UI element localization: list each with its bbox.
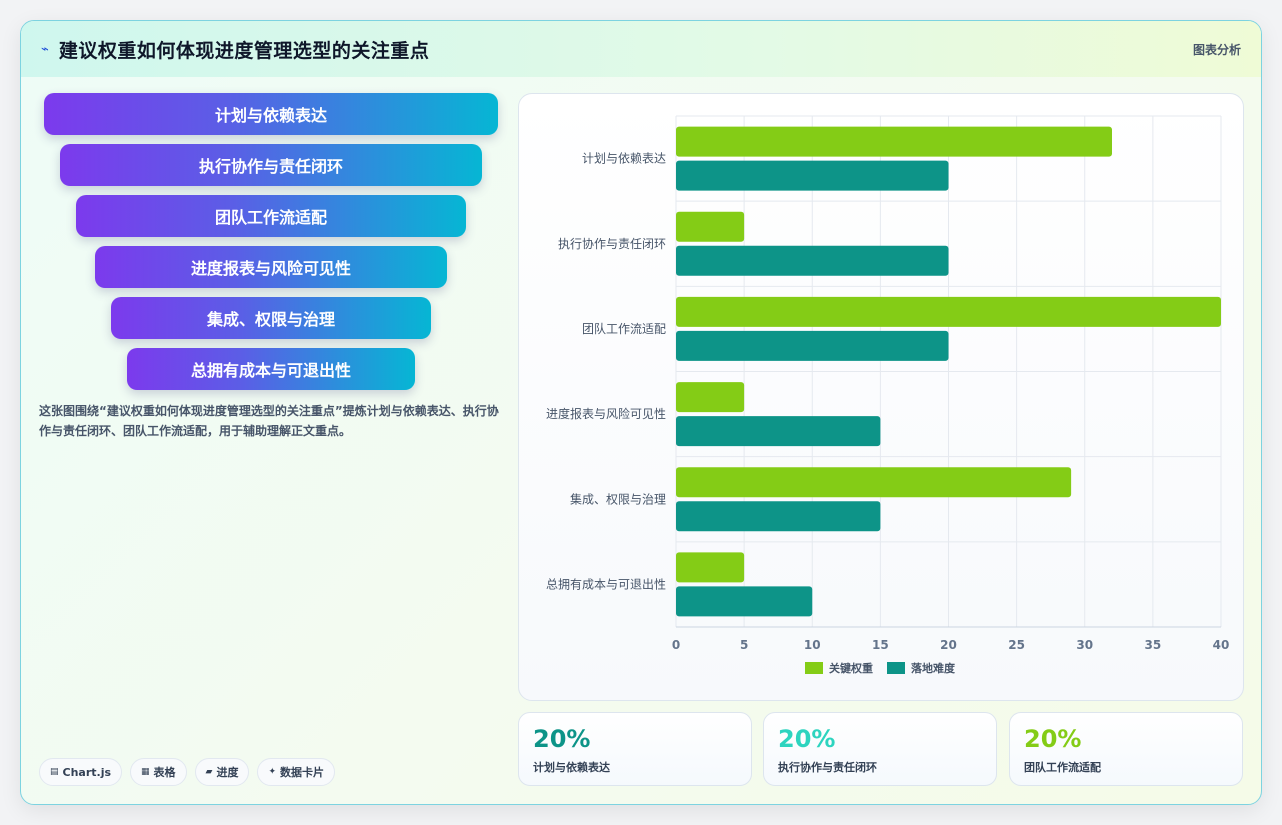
chart-panel: 计划与依赖表达执行协作与责任闭环团队工作流适配进度报表与风险可见性集成、权限与治…: [518, 93, 1244, 701]
x-tick-label: 5: [740, 638, 748, 652]
y-tick-label: 集成、权限与治理: [570, 491, 666, 506]
stat-card: 20% 团队工作流适配: [1009, 712, 1243, 786]
page-title: 建议权重如何体现进度管理选型的关注重点: [58, 39, 430, 62]
legend-label: 关键权重: [829, 661, 873, 675]
chart-analysis-tag: 图表分析: [1192, 42, 1241, 57]
funnel-item: 团队工作流适配: [76, 195, 466, 237]
x-tick-label: 40: [1213, 638, 1230, 652]
bar-key-weight: [676, 126, 1112, 157]
chart-icon: ▤: [50, 767, 59, 777]
card-icon: ✦: [268, 767, 277, 777]
bar-key-weight: [676, 211, 745, 242]
bar-difficulty: [676, 416, 881, 447]
stat-value: 20%: [533, 725, 591, 753]
funnel-item: 进度报表与风险可见性: [95, 246, 447, 288]
chip-chartjs[interactable]: ▤ Chart.js: [39, 758, 123, 786]
bar-key-weight: [676, 296, 1221, 327]
bar-difficulty: [676, 501, 881, 532]
chip-data-card[interactable]: ✦ 数据卡片: [257, 758, 336, 786]
header: ⌁ 建议权重如何体现进度管理选型的关注重点 图表分析: [21, 21, 1261, 77]
x-tick-label: 25: [1008, 638, 1025, 652]
y-tick-label: 执行协作与责任闭环: [558, 236, 666, 251]
feature-chips: ▤ Chart.js ▦ 表格 ▰ 进度 ✦ 数据卡片: [39, 758, 336, 786]
funnel-item: 计划与依赖表达: [44, 93, 498, 135]
bar-difficulty: [676, 245, 949, 276]
x-tick-label: 35: [1145, 638, 1162, 652]
y-tick-label: 总拥有成本与可退出性: [546, 577, 666, 591]
stat-label: 计划与依赖表达: [533, 761, 610, 774]
sparkle-icon: ⌁: [41, 41, 49, 57]
bar-difficulty: [676, 330, 949, 361]
bar-difficulty: [676, 586, 813, 617]
bar-key-weight: [676, 552, 745, 583]
bar-difficulty: [676, 160, 949, 191]
legend-swatch: [887, 662, 905, 674]
stat-card: 20% 计划与依赖表达: [518, 712, 752, 786]
x-tick-label: 30: [1076, 638, 1093, 652]
description: 这张图围绕“建议权重如何体现进度管理选型的关注重点”提炼计划与依赖表达、执行协作…: [39, 404, 499, 438]
stat-card: 20% 执行协作与责任闭环: [763, 712, 997, 786]
funnel-item: 集成、权限与治理: [111, 297, 431, 339]
bar-chart: 计划与依赖表达执行协作与责任闭环团队工作流适配进度报表与风险可见性集成、权限与治…: [546, 115, 1230, 675]
stat-label: 团队工作流适配: [1024, 761, 1101, 774]
funnel-item: 执行协作与责任闭环: [60, 144, 482, 186]
x-tick-label: 20: [940, 638, 957, 652]
bar-key-weight: [676, 467, 1072, 498]
x-tick-label: 0: [672, 638, 680, 652]
chip-progress[interactable]: ▰ 进度: [194, 758, 250, 786]
x-tick-label: 10: [804, 638, 821, 652]
y-tick-label: 进度报表与风险可见性: [546, 406, 666, 421]
x-tick-label: 15: [872, 638, 889, 652]
y-tick-label: 计划与依赖表达: [582, 151, 666, 166]
stat-value: 20%: [1024, 725, 1082, 753]
main-card: ⌁ 建议权重如何体现进度管理选型的关注重点 图表分析 计划与依赖表达 执行协作与…: [20, 20, 1262, 805]
stat-label: 执行协作与责任闭环: [778, 761, 877, 774]
bar-key-weight: [676, 382, 745, 413]
funnel-item: 总拥有成本与可退出性: [127, 348, 415, 390]
stat-value: 20%: [778, 725, 836, 753]
table-icon: ▦: [141, 767, 150, 777]
y-tick-label: 团队工作流适配: [582, 321, 666, 336]
chip-table[interactable]: ▦ 表格: [130, 758, 187, 786]
progress-icon: ▰: [205, 767, 213, 777]
legend-swatch: [805, 662, 823, 674]
legend-label: 落地难度: [911, 661, 956, 675]
